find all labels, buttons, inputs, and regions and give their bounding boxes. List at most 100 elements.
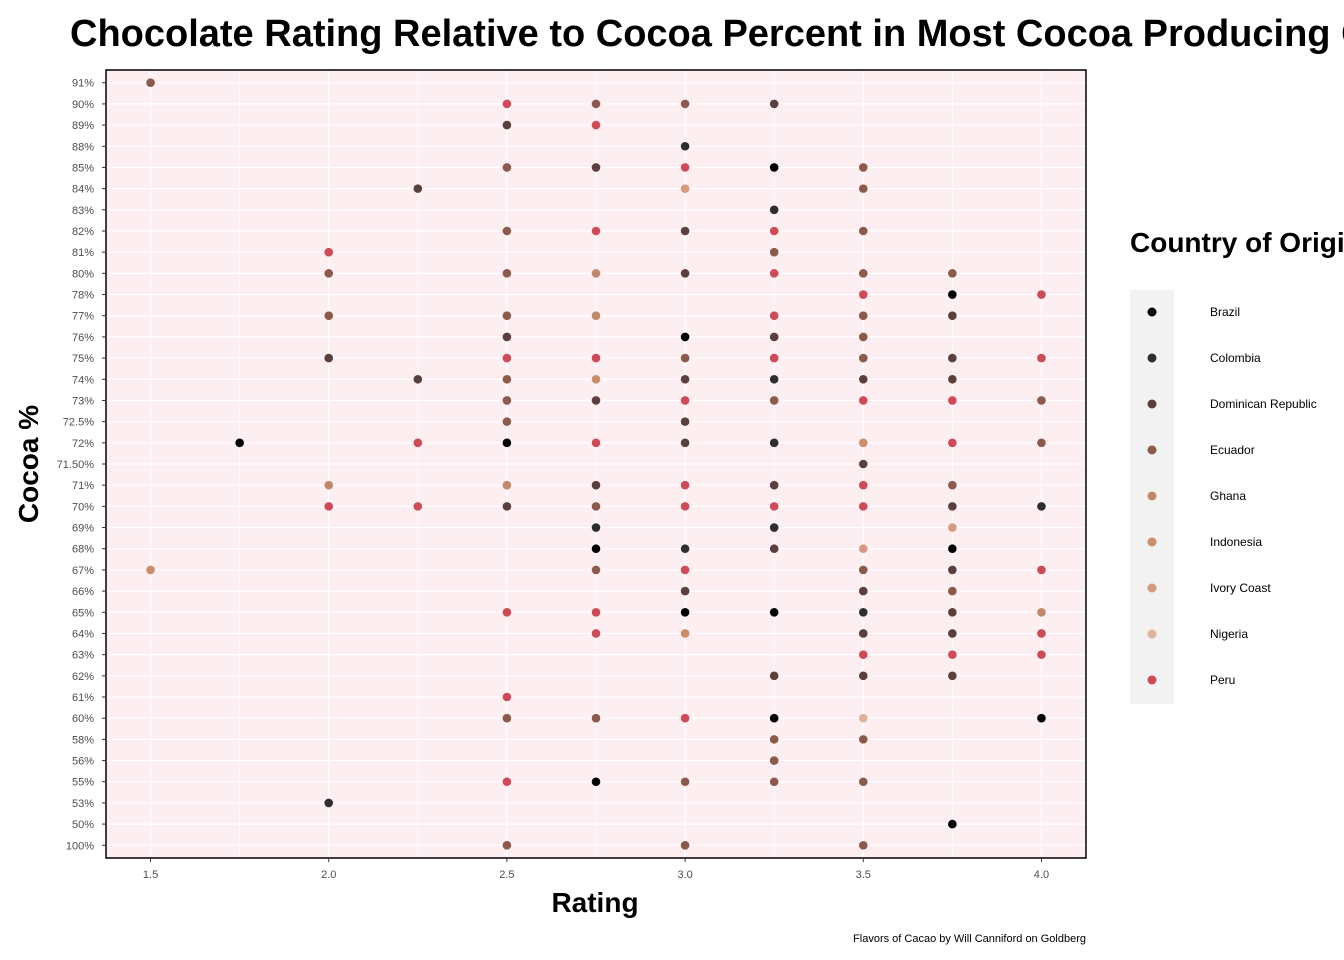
data-point <box>413 184 423 193</box>
data-point <box>591 438 601 448</box>
data-point <box>591 480 601 490</box>
data-point <box>858 290 868 299</box>
data-point <box>324 269 334 278</box>
data-point <box>858 269 868 278</box>
data-point <box>858 226 868 236</box>
data-point <box>769 756 779 765</box>
data-point <box>591 777 601 787</box>
data-point <box>1037 565 1046 575</box>
data-point <box>769 311 779 321</box>
y-tick-label: 64% <box>72 628 94 640</box>
grid-lines <box>106 70 1086 858</box>
data-point <box>858 650 868 659</box>
data-point <box>858 586 868 596</box>
data-point <box>948 607 957 617</box>
data-point <box>680 565 690 575</box>
data-point <box>769 332 779 342</box>
data-point <box>858 629 868 638</box>
y-tick-label: 78% <box>72 290 94 302</box>
data-point <box>324 247 334 257</box>
data-point <box>591 629 601 638</box>
data-point <box>769 353 779 363</box>
x-tick-label: 1.5 <box>143 869 158 881</box>
data-point <box>769 777 779 787</box>
data-point <box>324 311 334 321</box>
y-axis-ticks: 100% 50% 53% 55% 56% 58% 60% 61% 62% 63% 64% 65% 66%… <box>57 78 106 852</box>
data-point <box>858 607 868 617</box>
data-point <box>1037 607 1046 617</box>
data-point <box>502 120 512 130</box>
legend-label: Colombia <box>1210 351 1261 365</box>
data-point <box>948 374 957 384</box>
data-point <box>769 99 779 109</box>
legend-label: Brazil <box>1210 305 1240 319</box>
data-point <box>413 502 423 511</box>
y-tick-label: 91% <box>72 78 94 90</box>
data-point <box>858 163 868 172</box>
data-point <box>324 480 334 490</box>
data-point <box>502 713 512 723</box>
y-tick-label: 60% <box>72 713 94 725</box>
y-tick-label: 72% <box>72 438 94 450</box>
data-point <box>1037 502 1046 511</box>
data-point <box>858 438 868 448</box>
y-tick-label: 68% <box>72 544 94 556</box>
data-point <box>591 374 601 384</box>
data-point <box>858 311 868 321</box>
legend-key <box>1147 399 1157 409</box>
data-point <box>948 502 957 511</box>
data-point <box>591 311 601 321</box>
y-tick-label: 71% <box>72 480 94 492</box>
y-tick-label: 83% <box>72 205 94 217</box>
data-point <box>769 396 779 405</box>
y-tick-label: 85% <box>72 162 94 174</box>
data-point <box>591 353 601 363</box>
data-point <box>502 692 512 702</box>
data-point <box>591 99 601 109</box>
data-point <box>324 502 334 511</box>
data-point <box>680 163 690 172</box>
y-tick-label: 50% <box>72 819 94 831</box>
data-point <box>680 269 690 278</box>
data-point <box>858 777 868 787</box>
x-tick-label: 4.0 <box>1034 869 1049 881</box>
y-tick-label: 53% <box>72 798 94 810</box>
data-point <box>680 184 690 193</box>
legend-key <box>1147 445 1157 455</box>
data-point <box>769 226 779 236</box>
data-point <box>769 502 779 511</box>
data-point <box>948 671 957 681</box>
legend-label: Dominican Republic <box>1210 397 1317 411</box>
data-point <box>948 629 957 638</box>
y-axis-title: Cocoa % <box>13 405 44 523</box>
data-point <box>769 374 779 384</box>
data-point <box>591 163 601 172</box>
data-point <box>680 353 690 363</box>
data-point <box>502 480 512 490</box>
data-point <box>858 396 868 405</box>
y-tick-label: 61% <box>72 692 94 704</box>
x-tick-label: 2.0 <box>321 869 336 881</box>
data-point <box>591 120 601 130</box>
data-point <box>1037 353 1046 363</box>
data-point <box>948 396 957 405</box>
data-point <box>502 417 512 426</box>
data-point <box>324 798 334 808</box>
x-axis-title: Rating <box>551 887 638 918</box>
data-point <box>680 607 690 617</box>
legend-key <box>1147 629 1157 639</box>
legend-label: Peru <box>1210 673 1235 687</box>
y-tick-label: 69% <box>72 523 94 535</box>
y-tick-label: 58% <box>72 734 94 746</box>
data-point <box>680 332 690 342</box>
y-tick-label: 71.50% <box>57 459 95 471</box>
data-point <box>948 523 957 532</box>
legend-label: Ivory Coast <box>1210 581 1271 595</box>
x-tick-label: 3.0 <box>677 869 692 881</box>
data-point <box>502 840 512 850</box>
data-point <box>502 226 512 236</box>
y-tick-label: 88% <box>72 141 94 153</box>
data-point <box>769 544 779 554</box>
y-tick-label: 90% <box>72 99 94 111</box>
legend-key <box>1147 307 1157 317</box>
